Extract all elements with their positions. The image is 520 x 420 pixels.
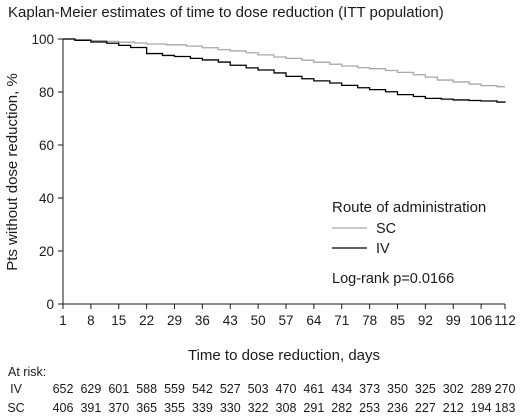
- at-risk-cell-sc: 370: [108, 401, 129, 415]
- y-tick-label: 80: [39, 85, 54, 100]
- at-risk-cell-sc: 330: [220, 401, 241, 415]
- y-tick-label: 60: [39, 138, 54, 153]
- x-tick-label: 71: [334, 313, 349, 328]
- x-ticks: 1 8 15 22 29 36 43 50 57 64 71 78 85 92 99 106 112: [59, 304, 516, 328]
- legend-title: Route of administration: [332, 199, 486, 216]
- at-risk-cell-iv: 434: [331, 382, 352, 396]
- x-tick-label: 78: [362, 313, 377, 328]
- at-risk-cell-iv: 270: [495, 382, 516, 396]
- x-tick-label: 57: [278, 313, 293, 328]
- at-risk-cell-iv: 503: [248, 382, 269, 396]
- at-risk-cell-sc: 212: [443, 401, 464, 415]
- x-tick-label: 15: [111, 313, 126, 328]
- x-tick-label: 43: [223, 313, 238, 328]
- at-risk-cell-sc: 194: [471, 401, 492, 415]
- at-risk-cell-iv: 302: [443, 382, 464, 396]
- at-risk-cell-sc: 183: [495, 401, 516, 415]
- at-risk-cell-sc: 253: [359, 401, 380, 415]
- at-risk-cell-iv: 470: [276, 382, 297, 396]
- at-risk-cell-sc: 391: [80, 401, 101, 415]
- x-tick-label: 22: [139, 313, 154, 328]
- at-risk-cell-iv: 461: [303, 382, 324, 396]
- at-risk-label: At risk:: [8, 365, 46, 379]
- at-risk-cell-iv: 350: [387, 382, 408, 396]
- at-risk-cell-sc: 322: [248, 401, 269, 415]
- y-axis-label: Pts without dose reduction, %: [4, 73, 21, 271]
- at-risk-cell-sc: 355: [164, 401, 185, 415]
- at-risk-table: At risk: IV SC 652 629 601 588 559 542 527 503 4…: [7, 365, 515, 415]
- y-tick-label: 40: [39, 191, 54, 206]
- x-tick-label: 29: [167, 313, 182, 328]
- x-tick-label: 112: [494, 313, 516, 328]
- at-risk-cell-iv: 629: [80, 382, 101, 396]
- at-risk-cell-iv: 325: [415, 382, 436, 396]
- at-risk-cell-iv: 652: [53, 382, 74, 396]
- y-tick-label: 20: [39, 244, 54, 259]
- x-tick-label: 85: [390, 313, 405, 328]
- x-tick-label: 50: [251, 313, 266, 328]
- at-risk-row-name-sc: SC: [7, 401, 24, 415]
- at-risk-cell-sc: 365: [136, 401, 157, 415]
- y-ticks: 0 20 40 60 80 100: [31, 32, 63, 312]
- series-layer: [63, 38, 506, 103]
- at-risk-cells: 652 629 601 588 559 542 527 503 470 461 434 373 350 3…: [53, 382, 516, 415]
- legend: Route of administration SC IV: [332, 199, 486, 257]
- y-tick-label: 0: [46, 297, 54, 312]
- at-risk-cell-sc: 227: [415, 401, 436, 415]
- x-tick-label: 8: [87, 313, 95, 328]
- at-risk-cell-iv: 601: [108, 382, 129, 396]
- x-tick-label: 92: [418, 313, 433, 328]
- at-risk-cell-iv: 527: [220, 382, 241, 396]
- legend-label-iv: IV: [376, 241, 390, 257]
- at-risk-cell-iv: 588: [136, 382, 157, 396]
- at-risk-cell-sc: 282: [331, 401, 352, 415]
- series-line-iv: [63, 38, 506, 103]
- at-risk-cell-sc: 236: [387, 401, 408, 415]
- series-line-sc: [63, 38, 505, 88]
- x-tick-label: 106: [470, 313, 493, 328]
- at-risk-cell-sc: 308: [276, 401, 297, 415]
- at-risk-cell-sc: 339: [192, 401, 213, 415]
- at-risk-cell-iv: 289: [471, 382, 492, 396]
- at-risk-cell-sc: 291: [303, 401, 324, 415]
- at-risk-cell-iv: 373: [359, 382, 380, 396]
- x-tick-label: 1: [59, 313, 67, 328]
- chart-title: Kaplan-Meier estimates of time to dose r…: [8, 4, 444, 21]
- x-axis-label: Time to dose reduction, days: [188, 347, 380, 364]
- legend-label-sc: SC: [376, 221, 396, 237]
- x-tick-label: 64: [306, 313, 322, 328]
- y-tick-label: 100: [31, 32, 54, 47]
- x-tick-label: 36: [195, 313, 210, 328]
- at-risk-cell-sc: 406: [53, 401, 74, 415]
- log-rank-annotation: Log-rank p=0.0166: [332, 271, 454, 287]
- at-risk-cell-iv: 559: [164, 382, 185, 396]
- at-risk-row-name-iv: IV: [10, 382, 22, 396]
- x-tick-label: 99: [446, 313, 461, 328]
- plot-area: 0 20 40 60 80 100 1 8 15 22 29 36 43 50 57 64 71 78 85 92 9…: [31, 32, 515, 328]
- at-risk-cell-iv: 542: [192, 382, 213, 396]
